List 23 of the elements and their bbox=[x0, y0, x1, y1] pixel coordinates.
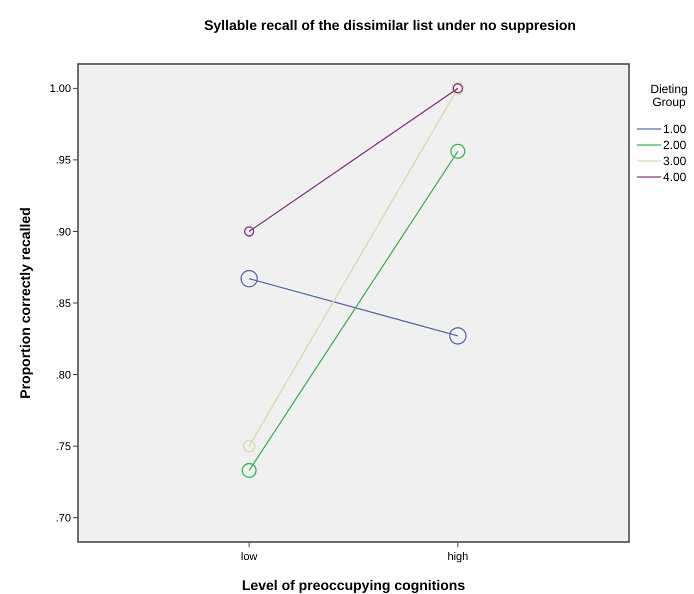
legend-label: 3.00 bbox=[663, 154, 687, 168]
x-tick-label: low bbox=[240, 551, 258, 563]
y-tick-label: .80 bbox=[56, 369, 71, 382]
x-tick-label: high bbox=[447, 551, 468, 563]
point bbox=[449, 327, 467, 345]
y-tick-label: .75 bbox=[56, 440, 71, 453]
point bbox=[242, 462, 257, 478]
y-tick-label: .70 bbox=[56, 512, 71, 525]
point bbox=[240, 270, 258, 288]
chart-title: Syllable recall of the dissimilar list under no suppresion bbox=[204, 17, 576, 33]
point bbox=[242, 440, 256, 452]
y-tick-label: .95 bbox=[56, 154, 71, 167]
legend-title: Dieting Group bbox=[650, 82, 688, 109]
y-tick-label: 1.00 bbox=[50, 83, 71, 96]
y-tick-label: .90 bbox=[56, 226, 71, 238]
point bbox=[244, 226, 254, 237]
point bbox=[450, 144, 466, 159]
y-axis-title: Proportion correctly recalled bbox=[17, 207, 33, 399]
legend-label: 1.00 bbox=[663, 122, 687, 136]
x-axis-title: Level of preoccupying cognitions bbox=[242, 577, 466, 593]
legend-label: 4.00 bbox=[663, 170, 687, 184]
y-tick-label: .85 bbox=[56, 298, 71, 310]
legend-label: 2.00 bbox=[663, 138, 687, 152]
